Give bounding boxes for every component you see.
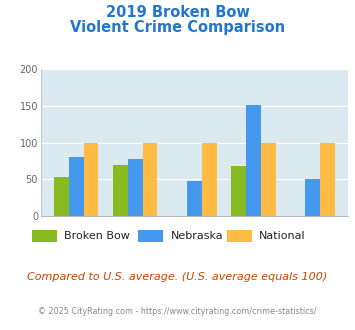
Bar <box>246 105 261 216</box>
Bar <box>320 143 335 216</box>
Text: 2019 Broken Bow: 2019 Broken Bow <box>105 5 250 20</box>
Text: Compared to U.S. average. (U.S. average equals 100): Compared to U.S. average. (U.S. average … <box>27 272 328 282</box>
Bar <box>113 165 128 216</box>
Bar <box>261 143 275 216</box>
Text: Violent Crime Comparison: Violent Crime Comparison <box>70 20 285 35</box>
Bar <box>187 181 202 216</box>
Text: National: National <box>259 231 306 241</box>
Text: © 2025 CityRating.com - https://www.cityrating.com/crime-statistics/: © 2025 CityRating.com - https://www.city… <box>38 307 317 316</box>
Bar <box>305 180 320 216</box>
Text: Nebraska: Nebraska <box>170 231 223 241</box>
Bar <box>143 143 158 216</box>
Bar <box>84 143 98 216</box>
Bar <box>54 177 69 216</box>
Bar <box>231 166 246 216</box>
Text: Broken Bow: Broken Bow <box>64 231 130 241</box>
Bar <box>128 159 143 216</box>
Bar <box>69 157 84 216</box>
Bar <box>202 143 217 216</box>
